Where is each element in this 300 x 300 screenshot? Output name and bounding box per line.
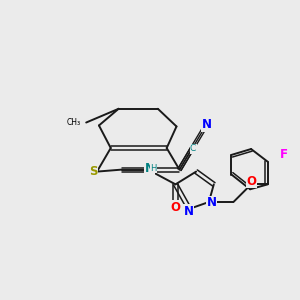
Text: O: O [170, 201, 181, 214]
Text: S: S [89, 165, 98, 178]
Text: H: H [150, 164, 157, 173]
Text: N: N [202, 118, 212, 131]
Text: N: N [183, 205, 194, 218]
Text: C: C [190, 144, 196, 153]
Text: N: N [207, 196, 217, 209]
Text: CH₃: CH₃ [67, 118, 81, 127]
Text: O: O [247, 175, 257, 188]
Text: F: F [280, 148, 288, 161]
Text: N: N [145, 162, 154, 175]
